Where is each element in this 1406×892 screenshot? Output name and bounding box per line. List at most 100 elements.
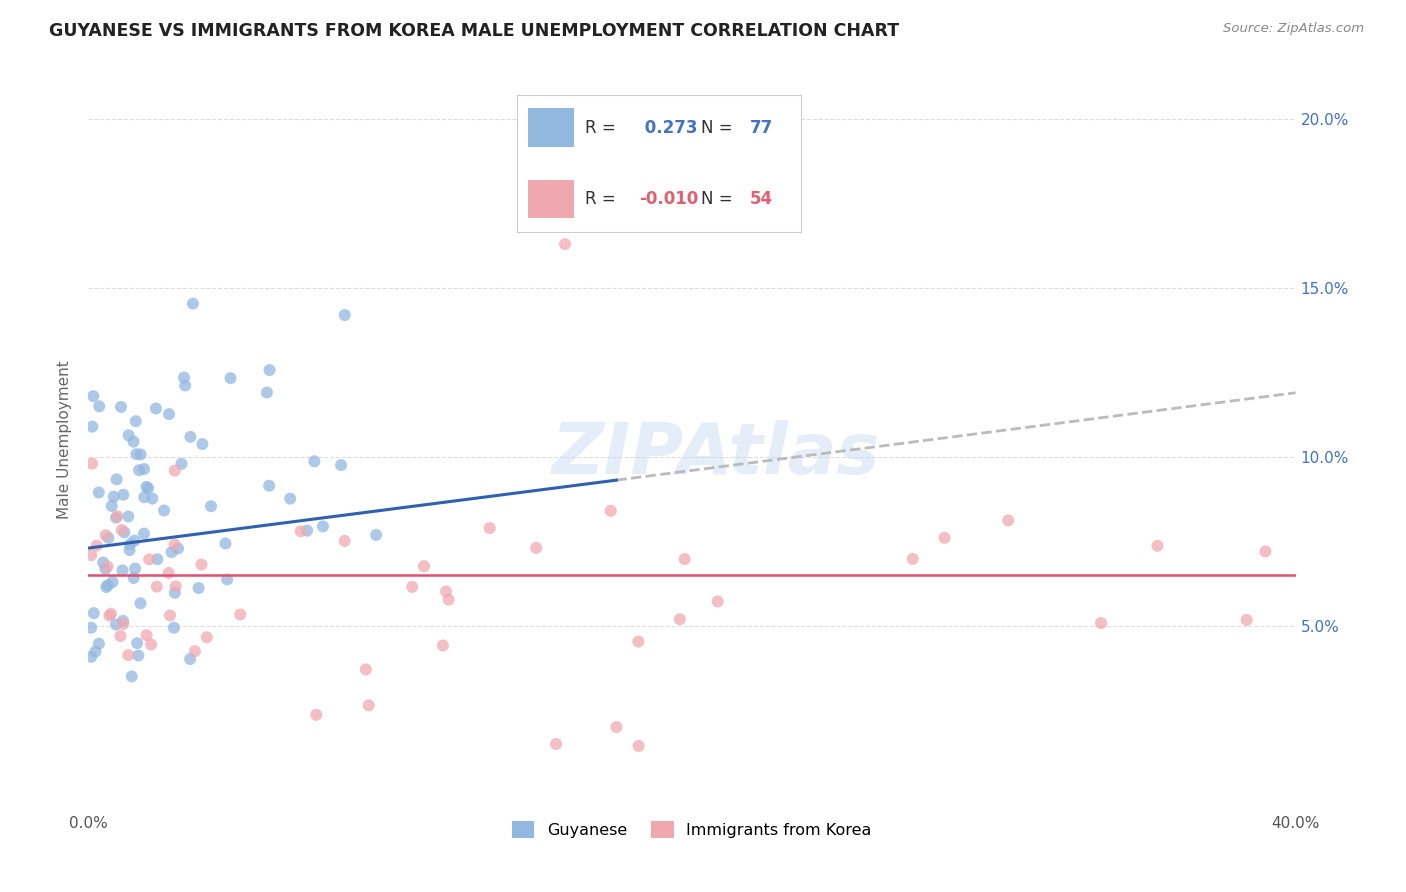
Point xyxy=(434,584,457,599)
Point xyxy=(125,414,148,428)
Text: Source: ZipAtlas.com: Source: ZipAtlas.com xyxy=(1223,22,1364,36)
Point xyxy=(305,707,328,722)
Point xyxy=(163,464,186,478)
Point xyxy=(101,574,124,589)
Point xyxy=(105,509,128,524)
Point xyxy=(105,617,128,632)
Point xyxy=(599,504,621,518)
Point xyxy=(179,430,201,444)
Point xyxy=(111,523,134,537)
Point xyxy=(100,607,122,621)
Point xyxy=(170,457,193,471)
Point xyxy=(110,629,132,643)
Point xyxy=(87,485,110,500)
Point xyxy=(187,581,209,595)
Point xyxy=(432,639,454,653)
Point xyxy=(179,652,201,666)
Point xyxy=(80,649,103,664)
Point xyxy=(1254,544,1277,558)
Point xyxy=(96,580,118,594)
Point xyxy=(163,537,186,551)
Point xyxy=(122,571,145,585)
Point xyxy=(290,524,312,539)
Point xyxy=(413,559,436,574)
Point xyxy=(333,533,356,548)
Point xyxy=(135,628,157,642)
Point xyxy=(669,612,692,626)
Point xyxy=(163,586,186,600)
Point xyxy=(259,363,281,377)
Point xyxy=(105,472,128,486)
Point xyxy=(191,437,214,451)
Point xyxy=(112,488,135,502)
Point xyxy=(901,552,924,566)
Point xyxy=(145,401,167,416)
Point xyxy=(257,479,280,493)
Point xyxy=(112,525,135,540)
Point xyxy=(173,370,195,384)
Point xyxy=(478,521,501,535)
Point xyxy=(627,634,650,648)
Point xyxy=(132,526,155,541)
Point xyxy=(354,662,377,676)
Point xyxy=(934,531,956,545)
Point xyxy=(214,536,236,550)
Point xyxy=(163,621,186,635)
Point xyxy=(605,720,627,734)
Point xyxy=(110,400,132,414)
Point xyxy=(174,378,197,392)
Point xyxy=(127,636,149,650)
Point xyxy=(128,463,150,477)
Point xyxy=(333,308,356,322)
Point xyxy=(97,531,120,545)
Point xyxy=(89,399,111,413)
Point xyxy=(118,543,141,558)
Point xyxy=(544,129,567,144)
Point xyxy=(97,559,120,574)
Point xyxy=(111,563,134,577)
Point xyxy=(134,490,156,504)
Point xyxy=(135,480,157,494)
Point xyxy=(997,513,1019,527)
Point xyxy=(94,562,117,576)
Point xyxy=(1146,539,1168,553)
Point xyxy=(673,552,696,566)
Point xyxy=(627,739,650,753)
Point xyxy=(184,644,207,658)
Point xyxy=(117,428,139,442)
Point xyxy=(366,528,388,542)
Y-axis label: Male Unemployment: Male Unemployment xyxy=(58,360,72,519)
Point xyxy=(312,519,335,533)
Point xyxy=(103,490,125,504)
Point xyxy=(167,541,190,556)
Point xyxy=(132,462,155,476)
Point xyxy=(82,389,104,403)
Point xyxy=(706,594,728,608)
Point xyxy=(117,648,139,663)
Text: GUYANESE VS IMMIGRANTS FROM KOREA MALE UNEMPLOYMENT CORRELATION CHART: GUYANESE VS IMMIGRANTS FROM KOREA MALE U… xyxy=(49,22,900,40)
Point xyxy=(136,481,159,495)
Point xyxy=(86,539,108,553)
Point xyxy=(544,737,567,751)
Text: ZIPAtlas: ZIPAtlas xyxy=(551,420,880,490)
Point xyxy=(401,580,423,594)
Point xyxy=(181,296,204,310)
Point xyxy=(157,407,180,421)
Point xyxy=(138,552,160,566)
Point xyxy=(129,596,152,610)
Point xyxy=(1236,613,1258,627)
Point xyxy=(125,447,148,461)
Point xyxy=(160,545,183,559)
Point xyxy=(91,556,114,570)
Point xyxy=(105,510,128,524)
Point xyxy=(124,561,146,575)
Point xyxy=(229,607,252,622)
Point xyxy=(94,528,117,542)
Point xyxy=(112,614,135,628)
Point xyxy=(524,541,547,555)
Point xyxy=(295,524,318,538)
Point xyxy=(190,558,212,572)
Point xyxy=(153,503,176,517)
Point xyxy=(330,458,353,472)
Point xyxy=(217,573,239,587)
